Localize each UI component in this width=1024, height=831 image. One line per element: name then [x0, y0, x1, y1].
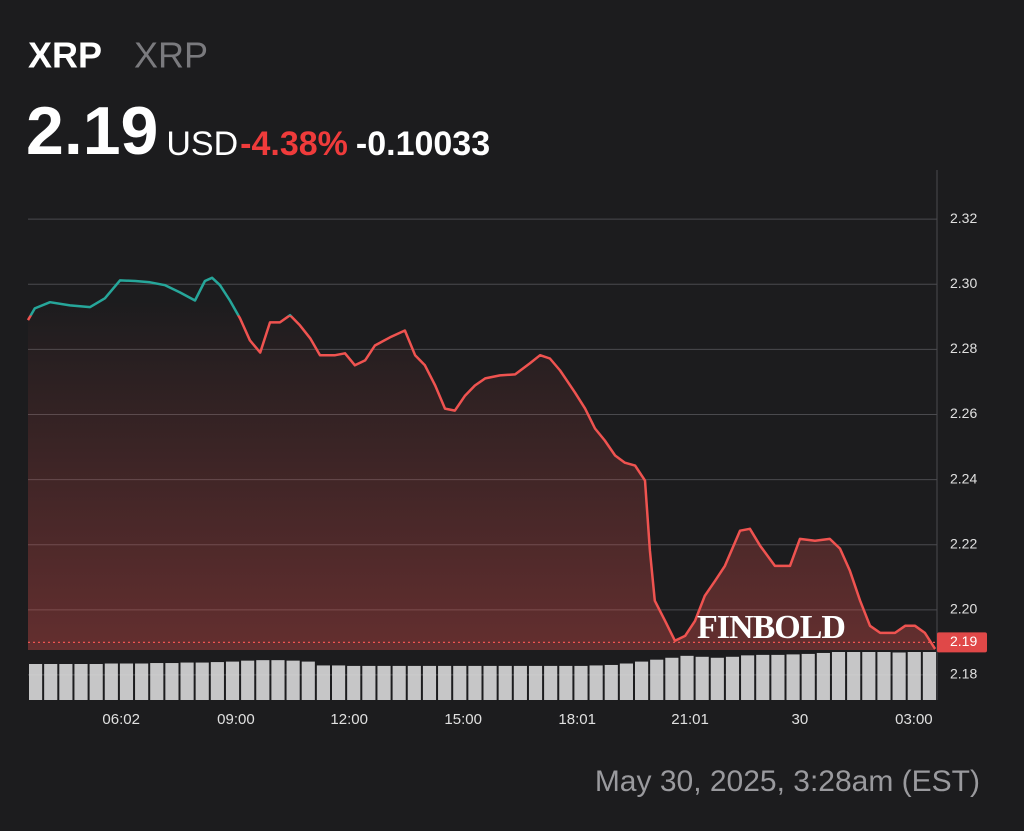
price: 2.19	[26, 93, 158, 169]
volume-bar	[786, 654, 800, 700]
volume-bar	[89, 664, 103, 700]
volume-bar	[604, 664, 618, 700]
y-tick-label: 2.20	[950, 601, 977, 617]
volume-bar	[377, 665, 391, 700]
volume-bar	[225, 661, 240, 700]
volume-bar	[210, 662, 224, 700]
volume-bar	[528, 665, 543, 700]
volume-bar	[438, 665, 452, 700]
volume-bar	[922, 652, 936, 700]
volume-bar	[119, 663, 134, 700]
volume-bar	[513, 665, 527, 700]
volume-bar	[847, 652, 861, 700]
y-tick-label: 2.30	[950, 275, 977, 291]
x-tick-label: 06:02	[102, 711, 140, 728]
volume-bar	[831, 652, 846, 700]
volume-bar	[619, 663, 633, 700]
volume-bar	[362, 665, 376, 700]
asset-name: XRP	[134, 35, 208, 76]
volume-bar	[498, 665, 512, 700]
x-tick-label: 30	[792, 711, 809, 728]
volume-bar	[468, 665, 482, 700]
x-tick-label: 15:00	[444, 711, 482, 728]
volume-bar	[74, 664, 88, 700]
area-fill	[28, 277, 936, 650]
volume-bar	[301, 661, 315, 700]
volume-bar	[347, 665, 361, 700]
volume-bar	[635, 661, 649, 700]
volume-bar	[589, 665, 603, 700]
volume-bar	[332, 665, 346, 700]
volume-bar	[241, 660, 255, 700]
volume-bar	[892, 652, 906, 700]
volume-bar	[816, 652, 830, 700]
x-tick-label: 21:01	[671, 711, 709, 728]
volume-bar	[680, 655, 694, 700]
volume-bar	[256, 660, 270, 700]
volume-bar	[544, 665, 558, 700]
symbol: XRP	[28, 35, 102, 76]
volume-bar	[180, 662, 194, 700]
volume-bar	[862, 652, 876, 700]
last-price-box	[937, 632, 987, 653]
volume-bar	[286, 660, 300, 700]
volume-bar	[422, 665, 437, 700]
watermark: FINBOLD	[697, 609, 845, 646]
x-tick-label: 09:00	[217, 711, 255, 728]
volume-bar	[407, 665, 421, 700]
volume-bar	[150, 663, 164, 700]
volume-bar	[316, 665, 330, 700]
y-tick-label: 2.22	[950, 535, 977, 551]
y-tick-label: 2.32	[950, 210, 977, 226]
volume-bar	[453, 665, 467, 700]
x-tick-label: 18:01	[558, 711, 596, 728]
x-tick-label: 03:00	[895, 711, 933, 728]
volume-bar	[559, 665, 573, 700]
y-tick-label: 2.18	[950, 666, 977, 682]
volume-bar	[135, 663, 149, 700]
volume-bar	[104, 663, 118, 700]
volume-bar	[665, 657, 679, 700]
volume-bar	[725, 656, 740, 700]
currency: USD	[166, 125, 238, 163]
volume-bar	[771, 654, 785, 700]
volume-bar	[392, 665, 406, 700]
last-price-label: 2.19	[950, 633, 977, 649]
x-tick-label: 12:00	[330, 711, 368, 728]
volume-bar	[907, 652, 921, 700]
plot: 2.32 2.30 2.28 2.26 2.24 2.22 2.20 2.18 06:02 09:…	[26, 170, 987, 728]
y-tick-label: 2.26	[950, 405, 977, 421]
volume-bar	[650, 659, 664, 700]
volume-bar	[483, 665, 497, 700]
change-percent: -4.38%	[240, 125, 348, 163]
volume-bar	[801, 653, 815, 700]
y-tick-label: 2.28	[950, 340, 977, 356]
volume-bar	[165, 663, 179, 700]
volume-bar	[877, 652, 891, 700]
y-tick-label: 2.24	[950, 470, 977, 486]
volume-bar	[695, 656, 709, 700]
volume-bar	[59, 664, 73, 700]
volume-bar	[574, 665, 588, 700]
timestamp: May 30, 2025, 3:28am (EST)	[595, 765, 980, 798]
volume-bar	[195, 662, 209, 700]
volume-bar	[710, 657, 724, 700]
volume-bar	[756, 654, 770, 700]
volume-bar	[741, 655, 755, 700]
volume-bar	[271, 660, 285, 700]
change: -0.10033	[356, 125, 490, 163]
price-line	[26, 276, 937, 650]
volume-bar	[29, 664, 43, 700]
volume-bar	[44, 664, 58, 700]
